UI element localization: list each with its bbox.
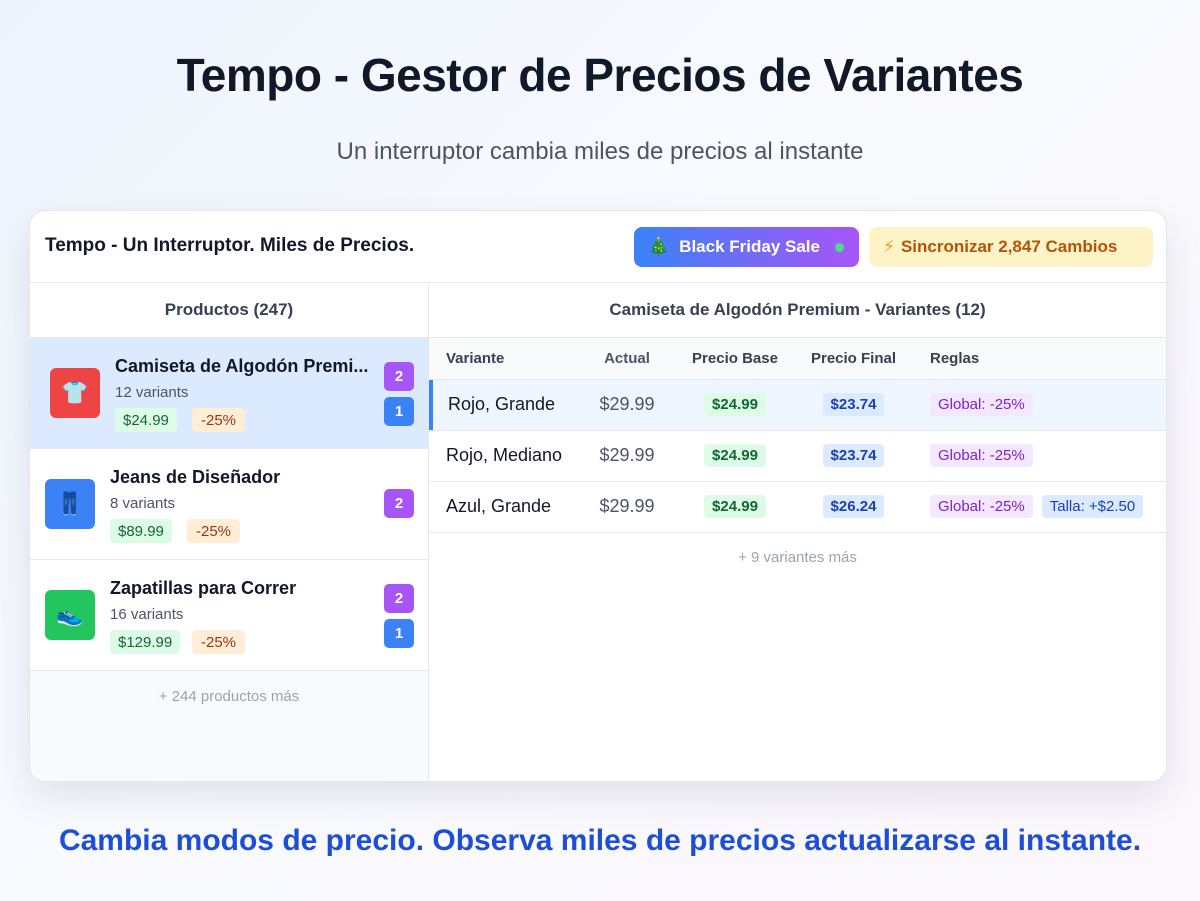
product-variant-count: 12 variants: [115, 384, 189, 401]
base-price: $24.99: [704, 495, 766, 518]
table-row[interactable]: Rojo, Mediano $29.99 $24.99 $23.74 Globa…: [429, 430, 1166, 482]
sneaker-icon: 👟: [45, 590, 95, 640]
rule-count-badge: 2: [384, 362, 414, 391]
app-header: Tempo - Un Interruptor. Miles de Precios…: [30, 211, 1166, 283]
product-discount: -25%: [192, 408, 246, 432]
product-item-jeans[interactable]: 👖 Jeans de Diseñador 8 variants $89.99 -…: [30, 449, 428, 560]
product-variant-count: 16 variants: [110, 606, 184, 623]
column-header-final-price: Precio Final: [795, 338, 912, 380]
product-variant-count: 8 variants: [110, 495, 176, 512]
actual-price: $29.99: [579, 481, 675, 533]
product-discount: -25%: [187, 519, 241, 543]
christmas-tree-icon: 🎄: [648, 237, 670, 256]
actual-price: $29.99: [579, 430, 675, 482]
sync-changes-button[interactable]: ⚡ Sincronizar 2,847 Cambios: [869, 227, 1153, 267]
table-row[interactable]: Rojo, Grande $29.99 $24.99 $23.74 Global…: [429, 379, 1166, 431]
more-variants-link[interactable]: + 9 variantes más: [738, 549, 857, 566]
column-header-variant: Variante: [429, 338, 579, 380]
rule-count-badge: 2: [384, 489, 414, 518]
variant-name: Azul, Grande: [429, 481, 579, 533]
product-price: $24.99: [115, 408, 177, 432]
rule-count-badge: 1: [384, 397, 414, 426]
variant-name: Rojo, Mediano: [429, 430, 579, 482]
product-price: $89.99: [110, 519, 172, 543]
product-item-sneakers[interactable]: 👟 Zapatillas para Correr 16 variants $12…: [30, 560, 428, 671]
lightning-icon: ⚡: [883, 237, 895, 256]
rule-tag-global: Global: -25%: [930, 444, 1033, 467]
final-price: $23.74: [822, 444, 885, 467]
page-title: Tempo - Gestor de Precios de Variantes: [176, 49, 1024, 101]
rule-count-badge: 2: [384, 584, 414, 613]
jeans-icon: 👖: [45, 479, 95, 529]
rule-tag-size: Talla: +$2.50: [1041, 495, 1144, 518]
product-name: Zapatillas para Correr: [110, 578, 297, 598]
column-header-rules: Reglas: [912, 338, 1166, 380]
rule-tag-global: Global: -25%: [930, 495, 1033, 518]
app-title: Tempo - Un Interruptor. Miles de Precios…: [45, 235, 415, 256]
pricing-mode-button[interactable]: 🎄 Black Friday Sale: [634, 227, 859, 267]
product-item-tshirt[interactable]: 👕 Camiseta de Algodón Premi... 12 varian…: [30, 338, 428, 449]
rule-count-badge: 1: [384, 619, 414, 648]
active-status-dot: [835, 243, 844, 252]
product-discount: -25%: [192, 630, 246, 654]
variant-name: Rojo, Grande: [429, 379, 579, 431]
column-header-actual: Actual: [579, 338, 675, 380]
sync-changes-label: Sincronizar 2,847 Cambios: [900, 237, 1118, 256]
product-price: $129.99: [110, 630, 181, 654]
table-header-row: Variante Actual Precio Base Precio Final…: [429, 338, 1166, 380]
products-heading: Productos (247): [30, 283, 428, 338]
page-subtitle: Un interruptor cambia miles de precios a…: [336, 138, 864, 165]
variants-panel: Camiseta de Algodón Premium - Variantes …: [429, 283, 1166, 781]
column-header-base-price: Precio Base: [675, 338, 795, 380]
product-name: Jeans de Diseñador: [110, 467, 281, 487]
footer-tagline: Cambia modos de precio. Observa miles de…: [58, 824, 1142, 857]
variants-table: Variante Actual Precio Base Precio Final…: [429, 338, 1166, 533]
base-price: $24.99: [704, 444, 766, 467]
app-window: Tempo - Un Interruptor. Miles de Precios…: [29, 210, 1167, 782]
more-products-link[interactable]: + 244 productos más: [158, 687, 300, 705]
actual-price: $29.99: [579, 379, 675, 431]
final-price: $23.74: [822, 393, 885, 416]
rule-tag-global: Global: -25%: [930, 393, 1033, 416]
base-price: $24.99: [704, 393, 766, 416]
pricing-mode-label: Black Friday Sale: [679, 237, 820, 256]
table-row[interactable]: Azul, Grande $29.99 $24.99 $26.24 Global…: [429, 481, 1166, 533]
tshirt-icon: 👕: [50, 368, 100, 418]
product-name: Camiseta de Algodón Premi...: [115, 356, 369, 376]
final-price: $26.24: [822, 495, 885, 518]
variants-heading: Camiseta de Algodón Premium - Variantes …: [429, 283, 1166, 338]
products-panel: Productos (247) 👕 Camiseta de Algodón Pr…: [30, 283, 429, 781]
